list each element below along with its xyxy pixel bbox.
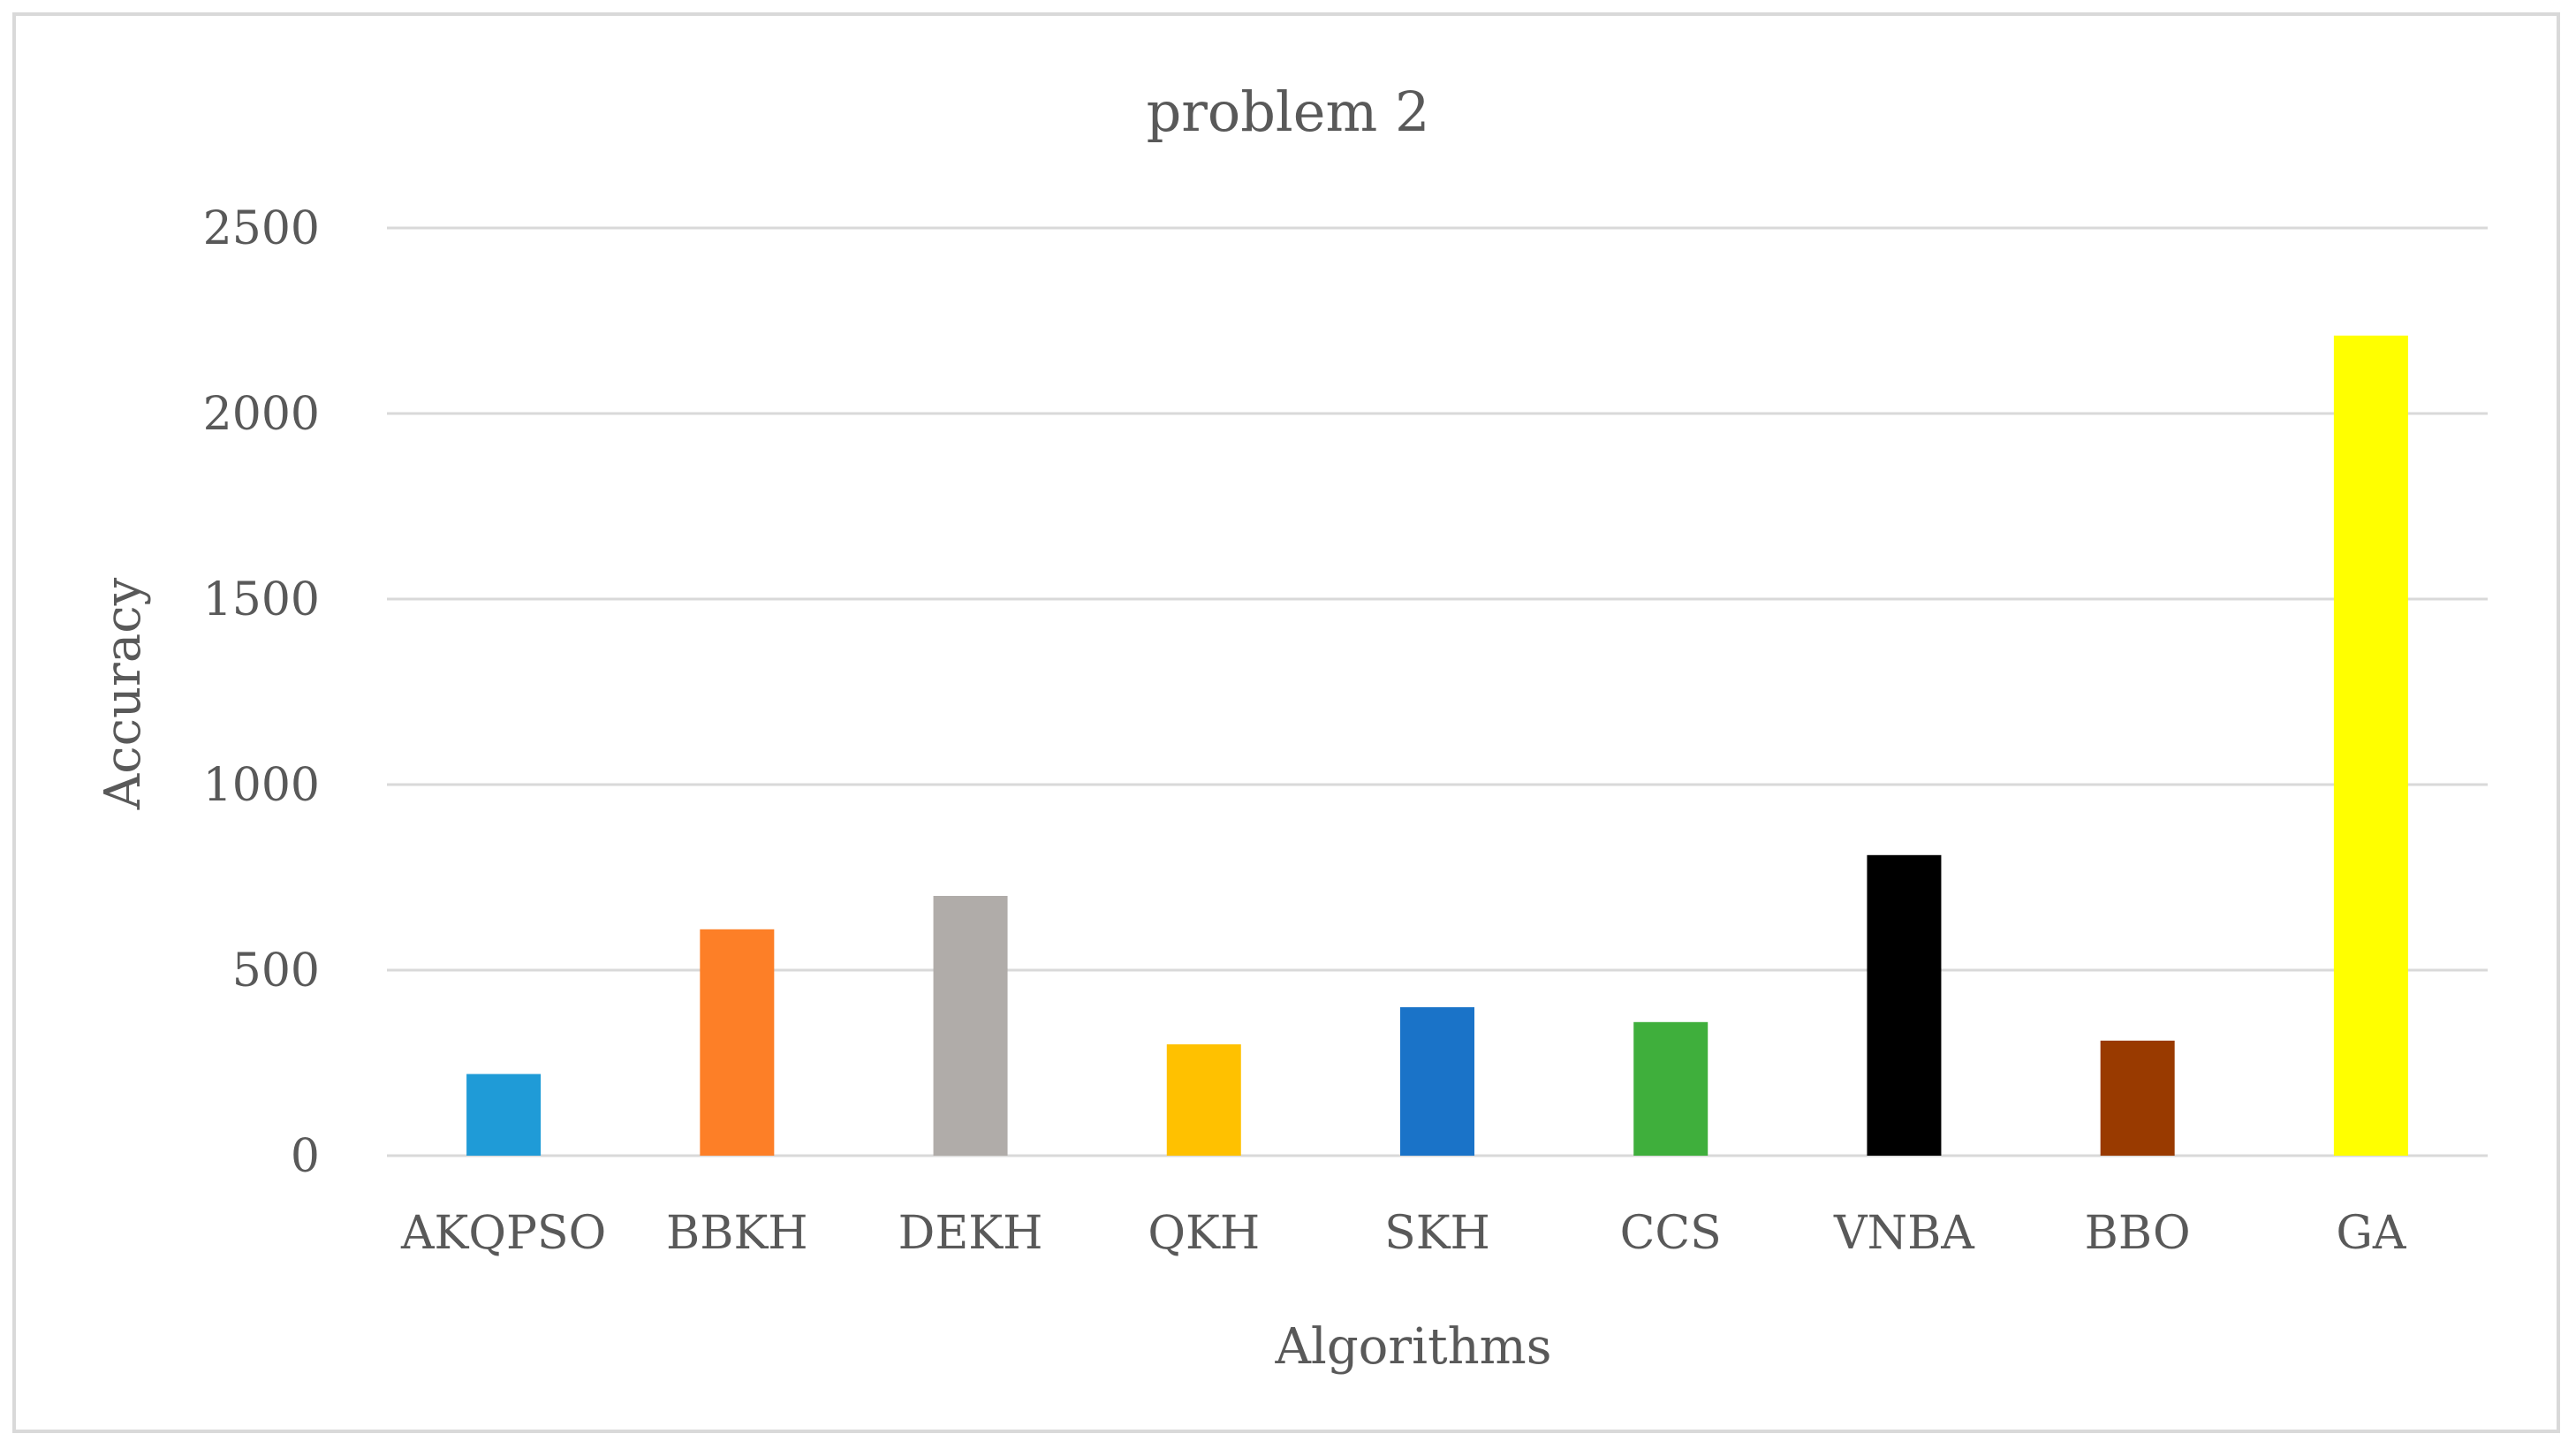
bar-skh: [1400, 1007, 1474, 1156]
x-category-label: AKQPSO: [400, 1207, 606, 1260]
y-tick-label: 0: [291, 1130, 320, 1183]
bar-akqpso: [466, 1073, 542, 1156]
x-category-label: DEKH: [898, 1207, 1043, 1260]
bar-dekh: [933, 896, 1008, 1156]
y-axis-ticks: 0 500 1000 1500 2000 2500: [203, 202, 320, 1183]
x-axis-title: Algorithms: [1274, 1318, 1551, 1376]
y-tick-label: 500: [232, 945, 320, 998]
x-category-label: BBKH: [666, 1207, 808, 1260]
x-category-label: QKH: [1148, 1207, 1260, 1260]
x-category-label: GA: [2336, 1207, 2407, 1260]
bar-ga: [2333, 335, 2408, 1156]
y-tick-label: 2500: [203, 202, 320, 255]
y-axis-title: Accuracy: [95, 577, 152, 810]
bar-vnba: [1867, 854, 1942, 1156]
bar-bbo: [2100, 1040, 2175, 1156]
bar-qkh: [1166, 1044, 1241, 1156]
chart-title: problem 2: [1147, 80, 1430, 144]
bar-ccs: [1633, 1021, 1708, 1156]
bars: [466, 335, 2408, 1156]
x-axis-categories: AKQPSO BBKH DEKH QKH SKH CCS VNBA BBO GA: [400, 1207, 2407, 1260]
bar-bbkh: [700, 929, 775, 1156]
chart-frame: [12, 12, 2560, 1433]
x-category-label: BBO: [2085, 1207, 2191, 1260]
x-category-label: CCS: [1620, 1207, 1722, 1260]
x-category-label: VNBA: [1833, 1207, 1975, 1260]
y-tick-label: 1000: [203, 759, 320, 812]
y-tick-label: 2000: [203, 388, 320, 441]
x-category-label: SKH: [1384, 1207, 1490, 1260]
y-tick-label: 1500: [203, 573, 320, 626]
